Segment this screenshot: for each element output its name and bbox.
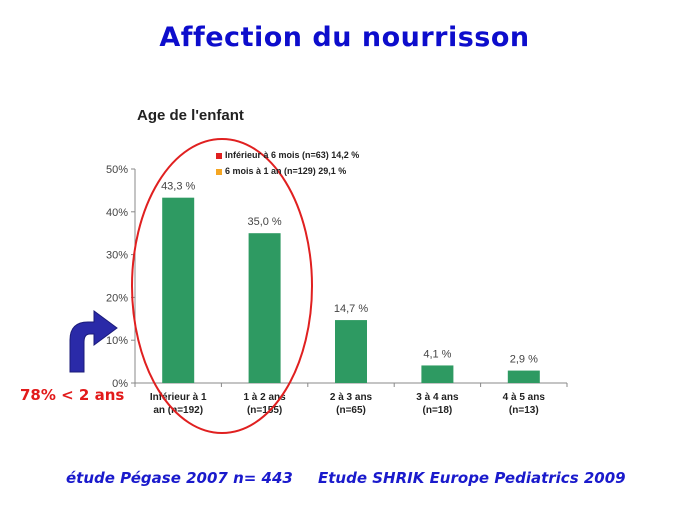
- bar: [421, 365, 454, 383]
- chart-title: Age de l'enfant: [137, 107, 244, 124]
- data-label: 43,3 %: [161, 181, 195, 193]
- legend-swatch-orange: [216, 168, 222, 175]
- x-tick-label: 1 à 2 ans: [243, 392, 286, 403]
- x-tick-label: 3 à 4 ans: [416, 392, 459, 403]
- y-tick-label: 40%: [106, 207, 128, 219]
- x-tick-label: (n=18): [423, 405, 453, 416]
- curved-arrow-icon: [69, 310, 118, 373]
- footer-study-shrik: Etude SHRIK Europe Pediatrics 2009: [318, 469, 626, 487]
- y-tick-label: 10%: [106, 335, 128, 347]
- y-tick-label: 30%: [106, 250, 128, 262]
- data-label: 4,1 %: [423, 348, 451, 360]
- slide-title: Affection du nourrisson: [159, 22, 530, 53]
- footer-study-pegase: étude Pégase 2007 n= 443: [66, 469, 293, 487]
- y-tick-label: 50%: [106, 164, 128, 176]
- highlight-circle: [131, 138, 313, 434]
- legend-swatch-red: [216, 152, 222, 159]
- legend-item-under-6-months: Inférieur à 6 mois (n=63) 14,2 %: [216, 150, 359, 160]
- x-tick-label: 4 à 5 ans: [503, 392, 546, 403]
- bar: [248, 233, 281, 383]
- bar: [162, 197, 195, 383]
- callout-under-2-years: 78% < 2 ans: [20, 386, 125, 404]
- x-tick-label: (n=65): [336, 405, 366, 416]
- y-tick-label: 20%: [106, 292, 128, 304]
- bar: [507, 370, 540, 383]
- data-label: 14,7 %: [334, 303, 368, 315]
- legend-label: 6 mois à 1 an (n=129) 29,1 %: [225, 166, 347, 176]
- x-tick-label: (n=13): [509, 405, 539, 416]
- x-tick-label: (n=155): [247, 405, 282, 416]
- legend-item-6-to-12-months: 6 mois à 1 an (n=129) 29,1 %: [216, 166, 346, 176]
- bar: [335, 320, 367, 383]
- legend-label: Inférieur à 6 mois (n=63) 14,2 %: [225, 150, 360, 160]
- y-tick-label: 0%: [112, 378, 128, 390]
- data-label: 2,9 %: [510, 354, 538, 366]
- data-label: 35,0 %: [247, 216, 281, 228]
- x-tick-label: 2 à 3 ans: [330, 392, 373, 403]
- x-tick-label: an (n=192): [153, 405, 203, 416]
- x-tick-label: Inférieur à 1: [150, 392, 207, 403]
